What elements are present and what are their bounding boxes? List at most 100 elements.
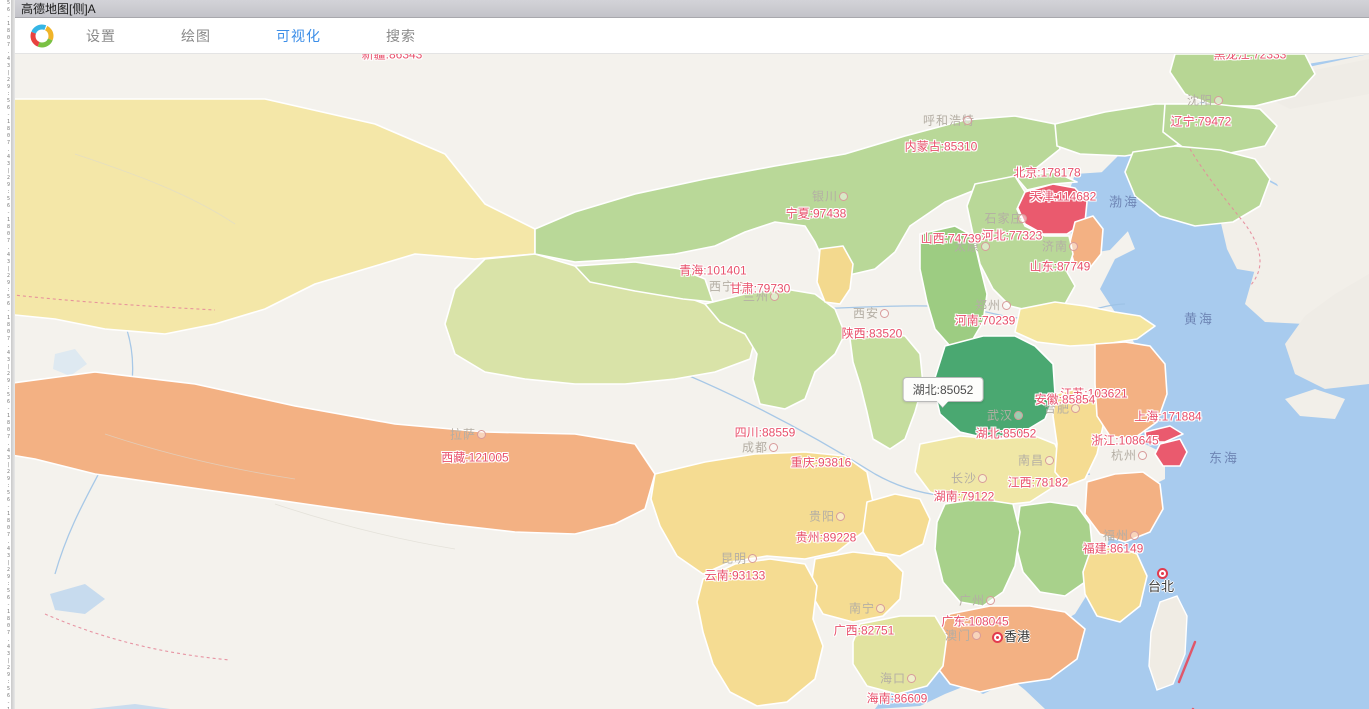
- ruler-tick: |: [6, 70, 10, 76]
- ruler-tick: 0: [6, 623, 10, 629]
- city-label-南宁: 南宁: [848, 601, 876, 616]
- window-titlebar: 高德地图[侧]A: [15, 0, 1369, 18]
- ruler-tick: 5: [6, 0, 10, 6]
- ruler-tick: 8: [6, 126, 10, 132]
- ruler-tick: 1: [0, 707, 11, 709]
- city-marker-icon: [972, 631, 981, 640]
- ruler-tick: 7: [6, 238, 10, 244]
- city-label-银川: 银川: [811, 189, 839, 204]
- navbar-items: 设置 绘图 可视化 搜索: [76, 26, 471, 46]
- city-marker-icon: [1130, 531, 1139, 540]
- city-label-太原: 太原: [953, 239, 981, 254]
- ruler-tick: 3: [6, 63, 10, 69]
- city-label-长沙: 长沙: [950, 471, 978, 486]
- ruler-tick: 6: [6, 7, 10, 13]
- city-marker-icon: [839, 192, 848, 201]
- ruler-tick: 2: [6, 273, 10, 279]
- nav-item-settings[interactable]: 设置: [86, 27, 116, 44]
- ruler-tick: :: [6, 679, 10, 685]
- ruler-tick: .: [6, 49, 10, 55]
- sea-label-黄海: 黄海: [1183, 311, 1215, 327]
- ruler-tick: 6: [6, 497, 10, 503]
- ruler-tick: 3: [6, 651, 10, 657]
- city-label-石家庄: 石家庄: [984, 211, 1024, 226]
- ruler-tick: 6: [6, 203, 10, 209]
- ruler-tick: 4: [6, 448, 10, 454]
- ruler-tick: 9: [6, 378, 10, 384]
- china-choropleth-map: [15, 54, 1369, 709]
- city-label-南昌: 南昌: [1017, 453, 1045, 468]
- ruler-tick: 4: [6, 546, 10, 552]
- ruler-tick: 1: [6, 609, 10, 615]
- ruler-tick: 0: [6, 525, 10, 531]
- city-label-杭州: 杭州: [1110, 448, 1138, 463]
- ruler-tick: 8: [6, 616, 10, 622]
- city-marker-icon: [986, 596, 995, 605]
- ruler-tick: 3: [6, 259, 10, 265]
- city-marker-icon: [770, 292, 779, 301]
- ruler-tick: -: [6, 602, 10, 608]
- ruler-tick: 0: [6, 427, 10, 433]
- city-marker-icon: [836, 512, 845, 521]
- ruler-tick: 2: [6, 567, 10, 573]
- map-canvas[interactable]: 呼和浩特 沈阳 银川 石家庄 济南 太原 西宁 兰州 西安 郑州 拉萨 成都 武汉 合肥 杭州 南昌 长沙 贵阳昆…: [15, 54, 1369, 709]
- ruler-tick: 3: [6, 553, 10, 559]
- ruler-tick: 6: [6, 595, 10, 601]
- nav-item-draw[interactable]: 绘图: [181, 27, 211, 44]
- ruler-tick: 7: [6, 434, 10, 440]
- city-label-兰州: 兰州: [742, 289, 770, 304]
- ruler-tick: 5: [6, 196, 10, 202]
- ruler-tick: 4: [6, 350, 10, 356]
- ruler-tick: 1: [6, 21, 10, 27]
- ruler-tick: 9: [6, 182, 10, 188]
- city-label-昆明: 昆明: [720, 551, 748, 566]
- nav-item-visualization[interactable]: 可视化: [276, 27, 321, 44]
- ruler-tick: 2: [6, 77, 10, 83]
- ruler-tick: |: [6, 364, 10, 370]
- ruler-tick: 4: [6, 252, 10, 258]
- ruler-tick: .: [6, 245, 10, 251]
- ruler-tick: .: [6, 637, 10, 643]
- city-label-沈阳: 沈阳: [1186, 93, 1214, 108]
- nav-item-search[interactable]: 搜索: [386, 27, 416, 44]
- ruler-tick: 5: [6, 588, 10, 594]
- ruler-tick: 1: [6, 511, 10, 517]
- ruler-tick: 6: [6, 399, 10, 405]
- city-label-澳门: 澳门: [944, 628, 972, 643]
- ruler-tick: 1: [6, 315, 10, 321]
- ruler-tick: .: [6, 539, 10, 545]
- city-marker-icon: [963, 116, 972, 125]
- city-label-呼和浩特: 呼和浩特: [922, 113, 976, 128]
- ruler-tick: 8: [6, 224, 10, 230]
- ruler-tick: 1: [6, 119, 10, 125]
- ruler-tick: |: [6, 168, 10, 174]
- ruler-tick: -: [6, 14, 10, 20]
- ruler-tick: 0: [6, 231, 10, 237]
- city-marker-icon: [769, 443, 778, 452]
- left-ruler-gutter: 5 6-1 8 0 7. 4 3 | 2 9:5 6-1 8 0 7. 4 3 | 2 9:5 6-1 8 0 7. 4 3 | 2…: [0, 0, 12, 709]
- ruler-tick: -: [6, 504, 10, 510]
- ruler-tick: 9: [6, 672, 10, 678]
- capital-marker-icon: [992, 632, 1003, 643]
- city-label-福州: 福州: [1102, 528, 1130, 543]
- ruler-tick: .: [6, 343, 10, 349]
- ruler-tick: 6: [6, 693, 10, 699]
- ruler-tick: 3: [6, 161, 10, 167]
- city-marker-icon: [1214, 96, 1223, 105]
- ruler-tick: -: [6, 210, 10, 216]
- amap-ring-logo-icon: [30, 24, 54, 48]
- ruler-tick: 7: [6, 532, 10, 538]
- app-navbar: 设置 绘图 可视化 搜索: [15, 18, 1369, 54]
- ruler-tick: 0: [6, 35, 10, 41]
- ruler-tick: 8: [6, 322, 10, 328]
- ruler-tick: 7: [6, 140, 10, 146]
- sea-label-渤海: 渤海: [1108, 194, 1140, 210]
- ruler-tick: 7: [6, 42, 10, 48]
- city-marker-icon: [981, 242, 990, 251]
- city-marker-icon: [1018, 214, 1027, 223]
- ruler-tick: :: [6, 287, 10, 293]
- ruler-tick: 5: [6, 294, 10, 300]
- city-marker-icon: [880, 309, 889, 318]
- ruler-tick: 4: [6, 154, 10, 160]
